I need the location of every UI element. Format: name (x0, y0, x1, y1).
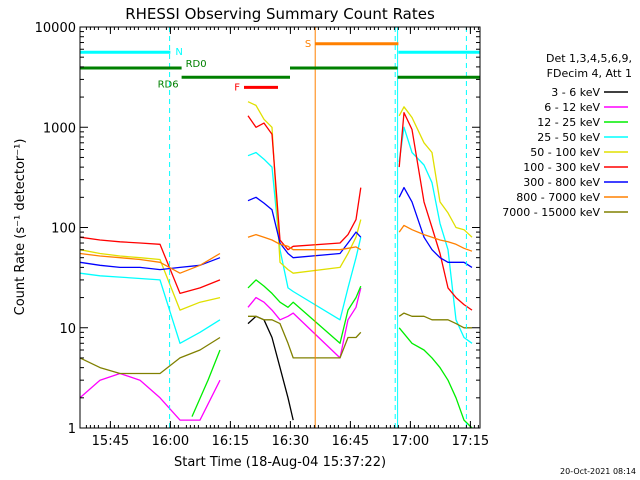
legend-item-label-1: 6 - 12 keV (544, 101, 600, 114)
legend-item-label-7: 800 - 7000 keV (516, 191, 600, 204)
legend-item-label-4: 50 - 100 keV (530, 146, 600, 159)
y-tick-label-4: 10000 (35, 21, 76, 36)
legend-item-label-6: 300 - 800 keV (523, 176, 600, 189)
y-tick-label-3: 1000 (43, 121, 76, 136)
legend-item-label-3: 25 - 50 keV (537, 131, 600, 144)
series-line-5 (79, 111, 473, 311)
legend-item-label-5: 100 - 300 keV (523, 161, 600, 174)
x-tick-label-3: 16:30 (272, 434, 309, 449)
legend-title-line-2: FDecim 4, Att 1 (547, 67, 632, 80)
y-tick-label-1: 10 (59, 322, 76, 337)
legend: 3 - 6 keV 6 - 12 keV 12 - 25 keV 25 - 50 ke… (502, 86, 628, 219)
series-line-2 (191, 279, 473, 429)
axis-layer: 15:45 16:00 16:15 16:30 16:45 17:00 17:15 1 10 10… (35, 21, 489, 449)
chart-title: RHESSI Observing Summary Count Rates (125, 5, 435, 23)
y-tick-label-0: 1 (68, 422, 76, 437)
footer-timestamp: 20-Oct-2021 08:14 (560, 467, 636, 476)
legend-item-label-8: 7000 - 15000 keV (502, 206, 600, 219)
series-line-3 (79, 126, 473, 344)
x-axis-label: Start Time (18-Aug-04 15:37:22) (174, 455, 386, 470)
series-layer (79, 101, 473, 429)
state-bar-layer: N F S RD0 RD6 (80, 39, 480, 93)
series-line-8 (79, 312, 472, 375)
state-bar-label-4: RD6 (158, 79, 179, 90)
state-bar-label-0: N (175, 47, 182, 58)
x-tick-label-4: 16:45 (332, 434, 369, 449)
series-line-6 (79, 186, 473, 271)
series-line-7 (79, 224, 473, 274)
x-tick-label-5: 17:00 (392, 434, 429, 449)
x-tick-label-2: 16:15 (212, 434, 249, 449)
legend-item-label-2: 12 - 25 keV (537, 116, 600, 129)
legend-title-line-1: Det 1,3,4,5,6,9, (546, 52, 632, 65)
legend-item-label-0: 3 - 6 keV (551, 86, 600, 99)
state-bar-label-3: RD0 (186, 59, 207, 70)
series-line-1 (79, 287, 362, 421)
y-axis-label: Count Rate (s⁻¹ detector⁻¹) (13, 139, 28, 316)
state-bar-label-2: S (305, 39, 311, 50)
x-tick-label-0: 15:45 (92, 434, 129, 449)
x-tick-label-6: 17:15 (452, 434, 489, 449)
y-tick-label-2: 100 (51, 222, 76, 237)
x-tick-label-1: 16:00 (152, 434, 189, 449)
state-bar-label-1: F (234, 82, 240, 93)
